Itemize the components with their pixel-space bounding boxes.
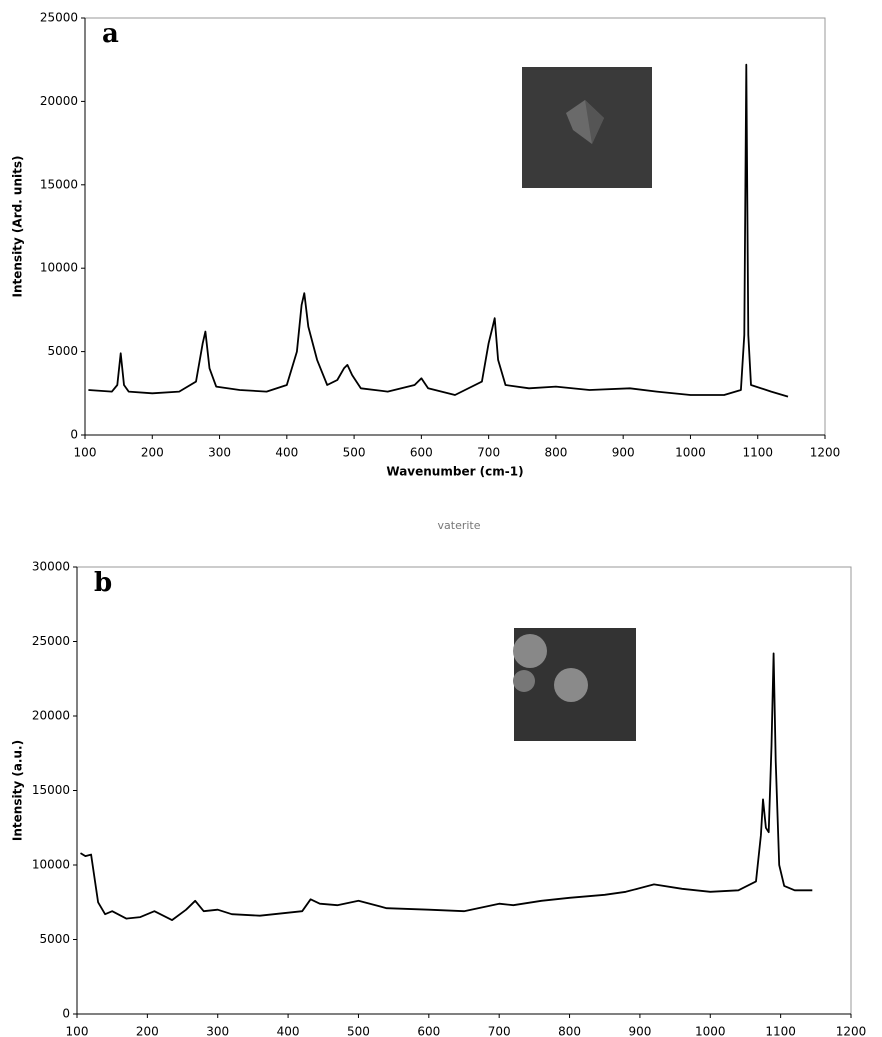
y-tick-label: 10000 [32, 858, 70, 872]
y-tick-label: 25000 [32, 634, 70, 648]
x-tick-label: 700 [488, 1025, 511, 1037]
x-tick-label: 500 [343, 446, 366, 460]
spectrum-line [80, 652, 813, 921]
x-tick-label: 600 [410, 446, 433, 460]
x-tick-label: 1000 [695, 1025, 726, 1037]
x-tick-label: 400 [275, 446, 298, 460]
x-tick-label: 200 [136, 1025, 159, 1037]
inset-image-b [513, 628, 636, 741]
x-tick-label: 700 [477, 446, 500, 460]
y-tick-label: 20000 [40, 94, 78, 108]
y-tick-label: 20000 [32, 709, 70, 723]
spectrum-line [88, 63, 789, 398]
x-tick-label: 300 [206, 1025, 229, 1037]
x-tick-label: 800 [558, 1025, 581, 1037]
y-tick-label: 5000 [39, 932, 70, 946]
y-tick-label: 0 [70, 428, 78, 442]
x-tick-label: 1100 [742, 446, 773, 460]
x-tick-label: 900 [628, 1025, 651, 1037]
y-tick-label: 15000 [32, 783, 70, 797]
y-tick-label: 0 [62, 1007, 70, 1021]
y-tick-label: 30000 [32, 560, 70, 574]
x-tick-label: 600 [417, 1025, 440, 1037]
x-tick-label: 1100 [765, 1025, 796, 1037]
x-tick-label: 800 [544, 446, 567, 460]
y-tick-label: 15000 [40, 177, 78, 191]
panel-label: b [94, 568, 112, 598]
plot-frame [76, 566, 852, 1015]
x-tick-label: 300 [208, 446, 231, 460]
x-tick-label: 200 [141, 446, 164, 460]
y-tick-label: 25000 [40, 11, 78, 25]
chart-title: vaterite [438, 519, 481, 532]
y-axis-title: Intensity (Ard. units) [11, 156, 25, 298]
x-tick-label: 900 [612, 446, 635, 460]
x-tick-label: 400 [277, 1025, 300, 1037]
inset-image-a [522, 67, 652, 188]
panel-label: a [102, 19, 119, 49]
x-tick-label: 100 [74, 446, 97, 460]
y-tick-label: 10000 [40, 261, 78, 275]
x-tick-label: 1000 [675, 446, 706, 460]
x-tick-label: 1200 [810, 446, 841, 460]
x-tick-label: 500 [347, 1025, 370, 1037]
y-tick-label: 5000 [47, 344, 78, 358]
y-axis-title: Intensity (a.u.) [11, 740, 25, 841]
x-tick-label: 1200 [836, 1025, 867, 1037]
x-axis-title: Wavenumber (cm-1) [386, 465, 523, 479]
plot-frame [84, 17, 826, 436]
x-tick-label: 100 [66, 1025, 89, 1037]
